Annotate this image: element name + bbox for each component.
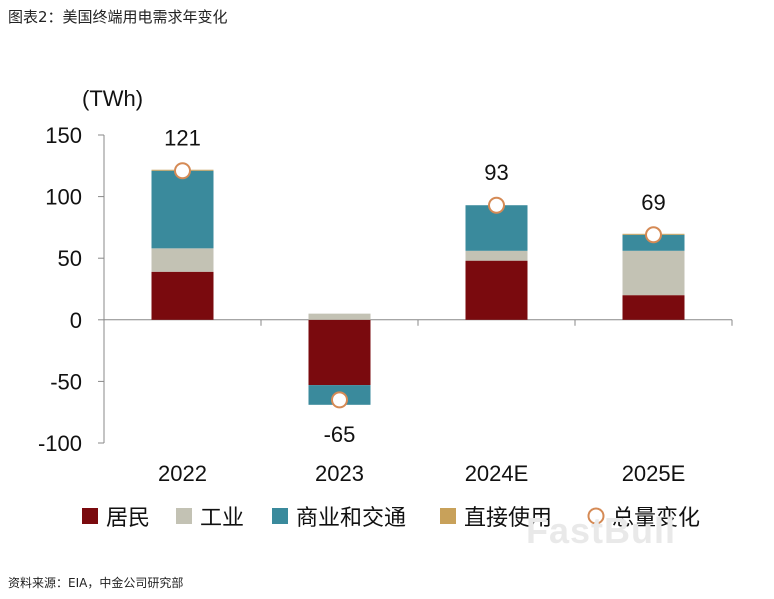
- y-tick-label: 100: [45, 185, 82, 210]
- y-tick-label: 150: [45, 123, 82, 148]
- figure-title: 图表2：美国终端用电需求年变化: [8, 8, 228, 26]
- x-tick-label-2022: 2022: [158, 461, 207, 486]
- y-tick-label: 50: [58, 246, 82, 271]
- total-marker-2025E: [645, 226, 662, 244]
- y-tick-label: 0: [70, 308, 82, 333]
- x-tick-label-2023: 2023: [315, 461, 364, 486]
- watermark: FastBull: [526, 510, 677, 551]
- source-note: 资料来源：EIA，中金公司研究部: [8, 576, 184, 590]
- bar-segment-居民-2024E: [465, 260, 528, 320]
- bar-segment-工业-2025E: [622, 250, 685, 296]
- bar-segment-居民-2023: [308, 319, 371, 386]
- legend-label-商业和交通: 商业和交通: [296, 505, 406, 530]
- bar-segment-居民-2022: [151, 271, 214, 320]
- bar-segment-工业-2023: [308, 313, 371, 320]
- total-label-2024E: 93: [484, 160, 508, 185]
- x-tick-label-2024E: 2024E: [465, 461, 529, 486]
- legend-label-总量变化: 总量变化: [612, 505, 700, 530]
- chart-panel: (TWh) 150 100 50 0 -50 -100 121 2022 -65 2023 93 202…: [20, 48, 740, 553]
- total-label-2023: -65: [324, 422, 356, 447]
- stacked-bar-chart: (TWh)150 100 50 0 -50 -100 121 2022 -65 2023 93 202…: [38, 86, 733, 530]
- legend-label-直接使用: 直接使用: [464, 505, 552, 530]
- y-tick-label: -50: [50, 369, 82, 394]
- legend-label-工业: 工业: [200, 505, 244, 530]
- total-marker-2022: [174, 162, 191, 180]
- y-unit-label: (TWh): [82, 86, 143, 111]
- total-marker-2023: [331, 391, 348, 409]
- legend-swatch-居民: [82, 508, 98, 524]
- total-marker-2024E: [488, 196, 505, 214]
- total-label-2022: 121: [164, 126, 201, 151]
- legend-swatch-商业和交通: [272, 508, 288, 524]
- legend-label-居民: 居民: [106, 505, 150, 530]
- total-label-2025E: 69: [641, 190, 665, 215]
- bar-segment-工业-2022: [151, 248, 214, 272]
- legend-swatch-直接使用: [440, 508, 456, 524]
- x-tick-label-2025E: 2025E: [622, 461, 686, 486]
- legend-marker-总量变化: [587, 507, 605, 525]
- bar-segment-工业-2024E: [465, 250, 528, 261]
- bar-segment-居民-2025E: [622, 295, 685, 320]
- legend-swatch-工业: [176, 508, 192, 524]
- y-tick-label: -100: [38, 431, 82, 456]
- bar-segment-商业和交通-2022: [151, 170, 214, 249]
